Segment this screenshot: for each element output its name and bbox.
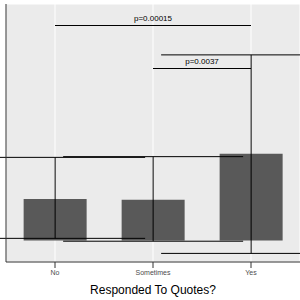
svg-text:Yes: Yes: [245, 269, 257, 276]
svg-text:Sometimes: Sometimes: [135, 269, 171, 276]
svg-text:Responded To Quotes?: Responded To Quotes?: [90, 283, 216, 297]
svg-text:p=0.00015: p=0.00015: [134, 14, 173, 23]
svg-text:p=0.0037: p=0.0037: [185, 57, 219, 66]
svg-text:No: No: [51, 269, 60, 276]
